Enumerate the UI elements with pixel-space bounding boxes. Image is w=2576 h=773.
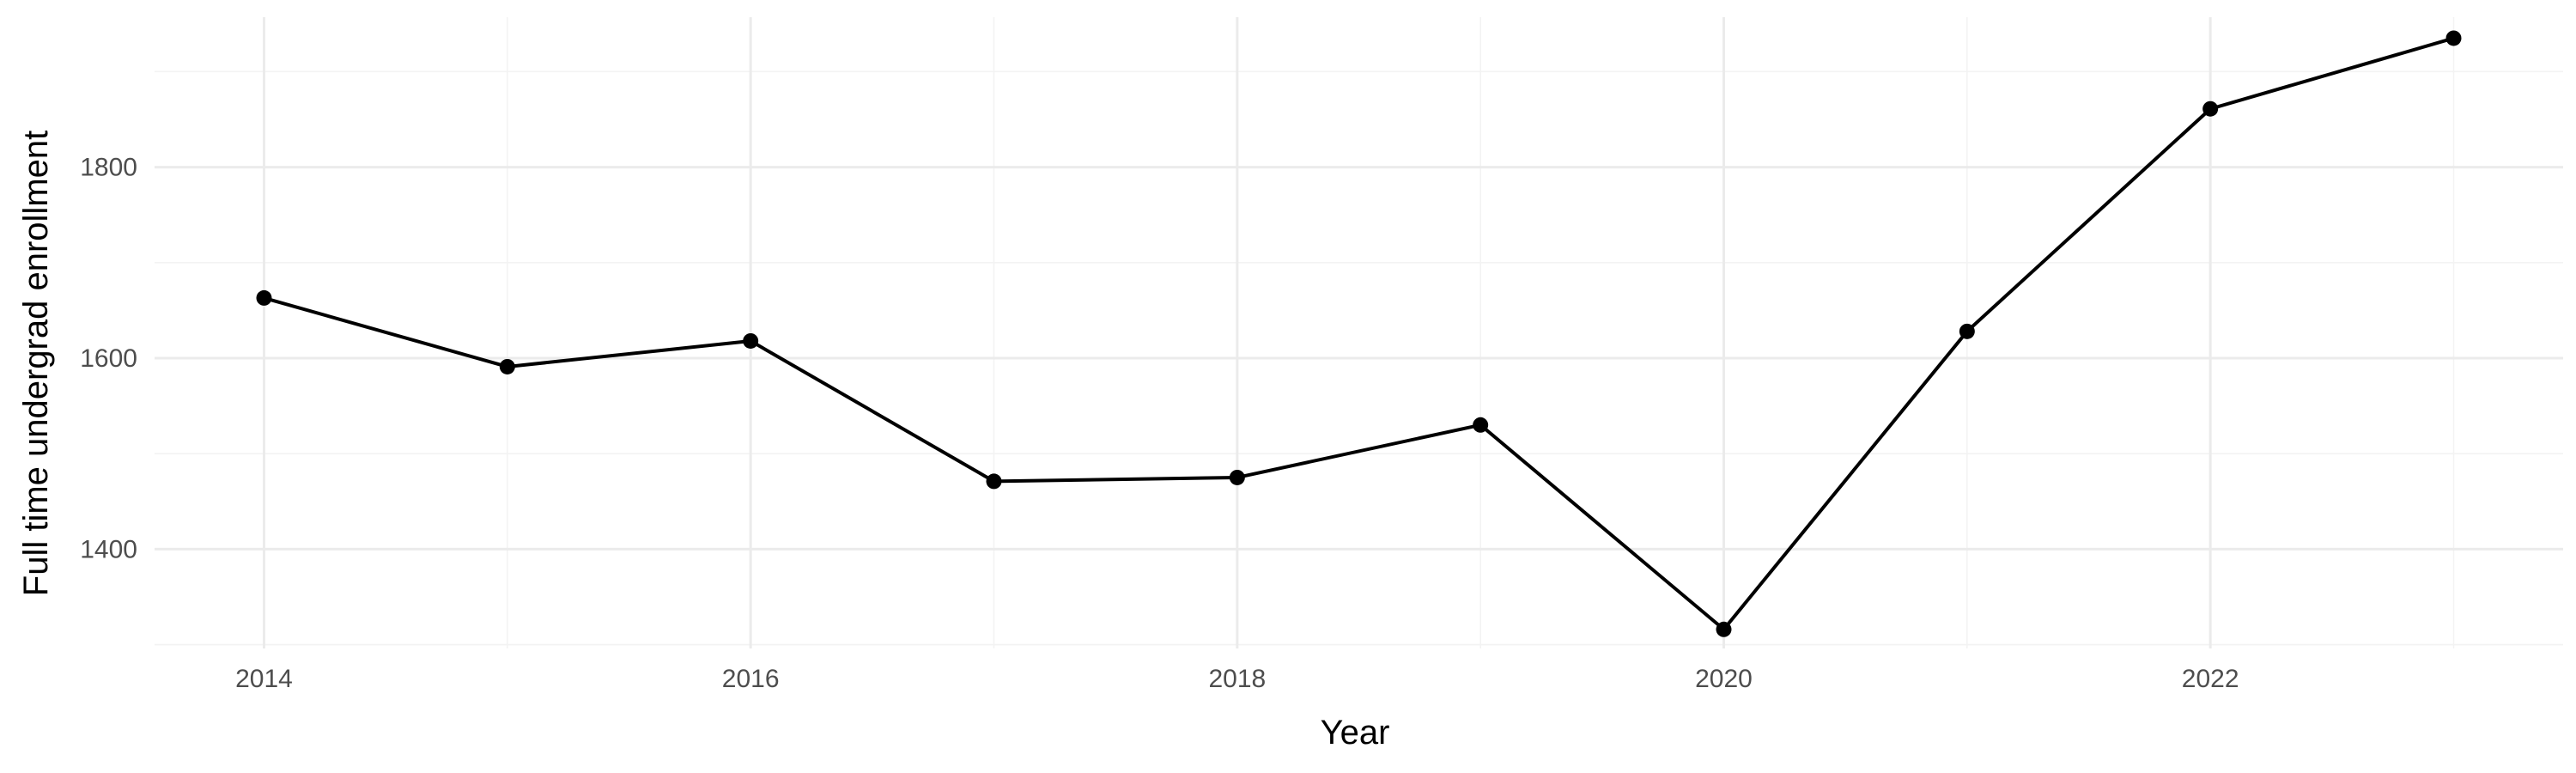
- x-tick-label: 2016: [722, 665, 780, 693]
- data-point: [986, 473, 1002, 490]
- y-tick-label: 1600: [80, 344, 137, 373]
- x-axis-title: Year: [1321, 714, 1390, 752]
- y-tick-labels: 1400 1600 1800: [80, 154, 137, 564]
- data-point: [2202, 100, 2219, 117]
- x-tick-label: 2020: [1695, 665, 1753, 693]
- y-tick-label: 1400: [80, 535, 137, 563]
- series-line: [262, 36, 2456, 631]
- points-layer: [256, 30, 2462, 637]
- gridlines: [155, 17, 2563, 648]
- y-tick-label: 1800: [80, 154, 137, 182]
- data-point: [1473, 417, 1489, 433]
- data-point: [256, 289, 272, 306]
- data-point: [1959, 323, 1975, 339]
- x-tick-labels: 2014 2016 2018 2020 2022: [235, 665, 2239, 693]
- data-point: [1716, 621, 1732, 637]
- data-point: [1229, 469, 1245, 485]
- data-point: [743, 332, 759, 349]
- y-axis-title: Full time undergrad enrollment: [17, 131, 55, 596]
- series-layer: [262, 36, 2456, 631]
- x-tick-label: 2022: [2182, 665, 2239, 693]
- x-tick-label: 2018: [1208, 665, 1266, 693]
- x-tick-label: 2014: [235, 665, 293, 693]
- data-point: [499, 358, 515, 374]
- data-point: [2445, 30, 2462, 46]
